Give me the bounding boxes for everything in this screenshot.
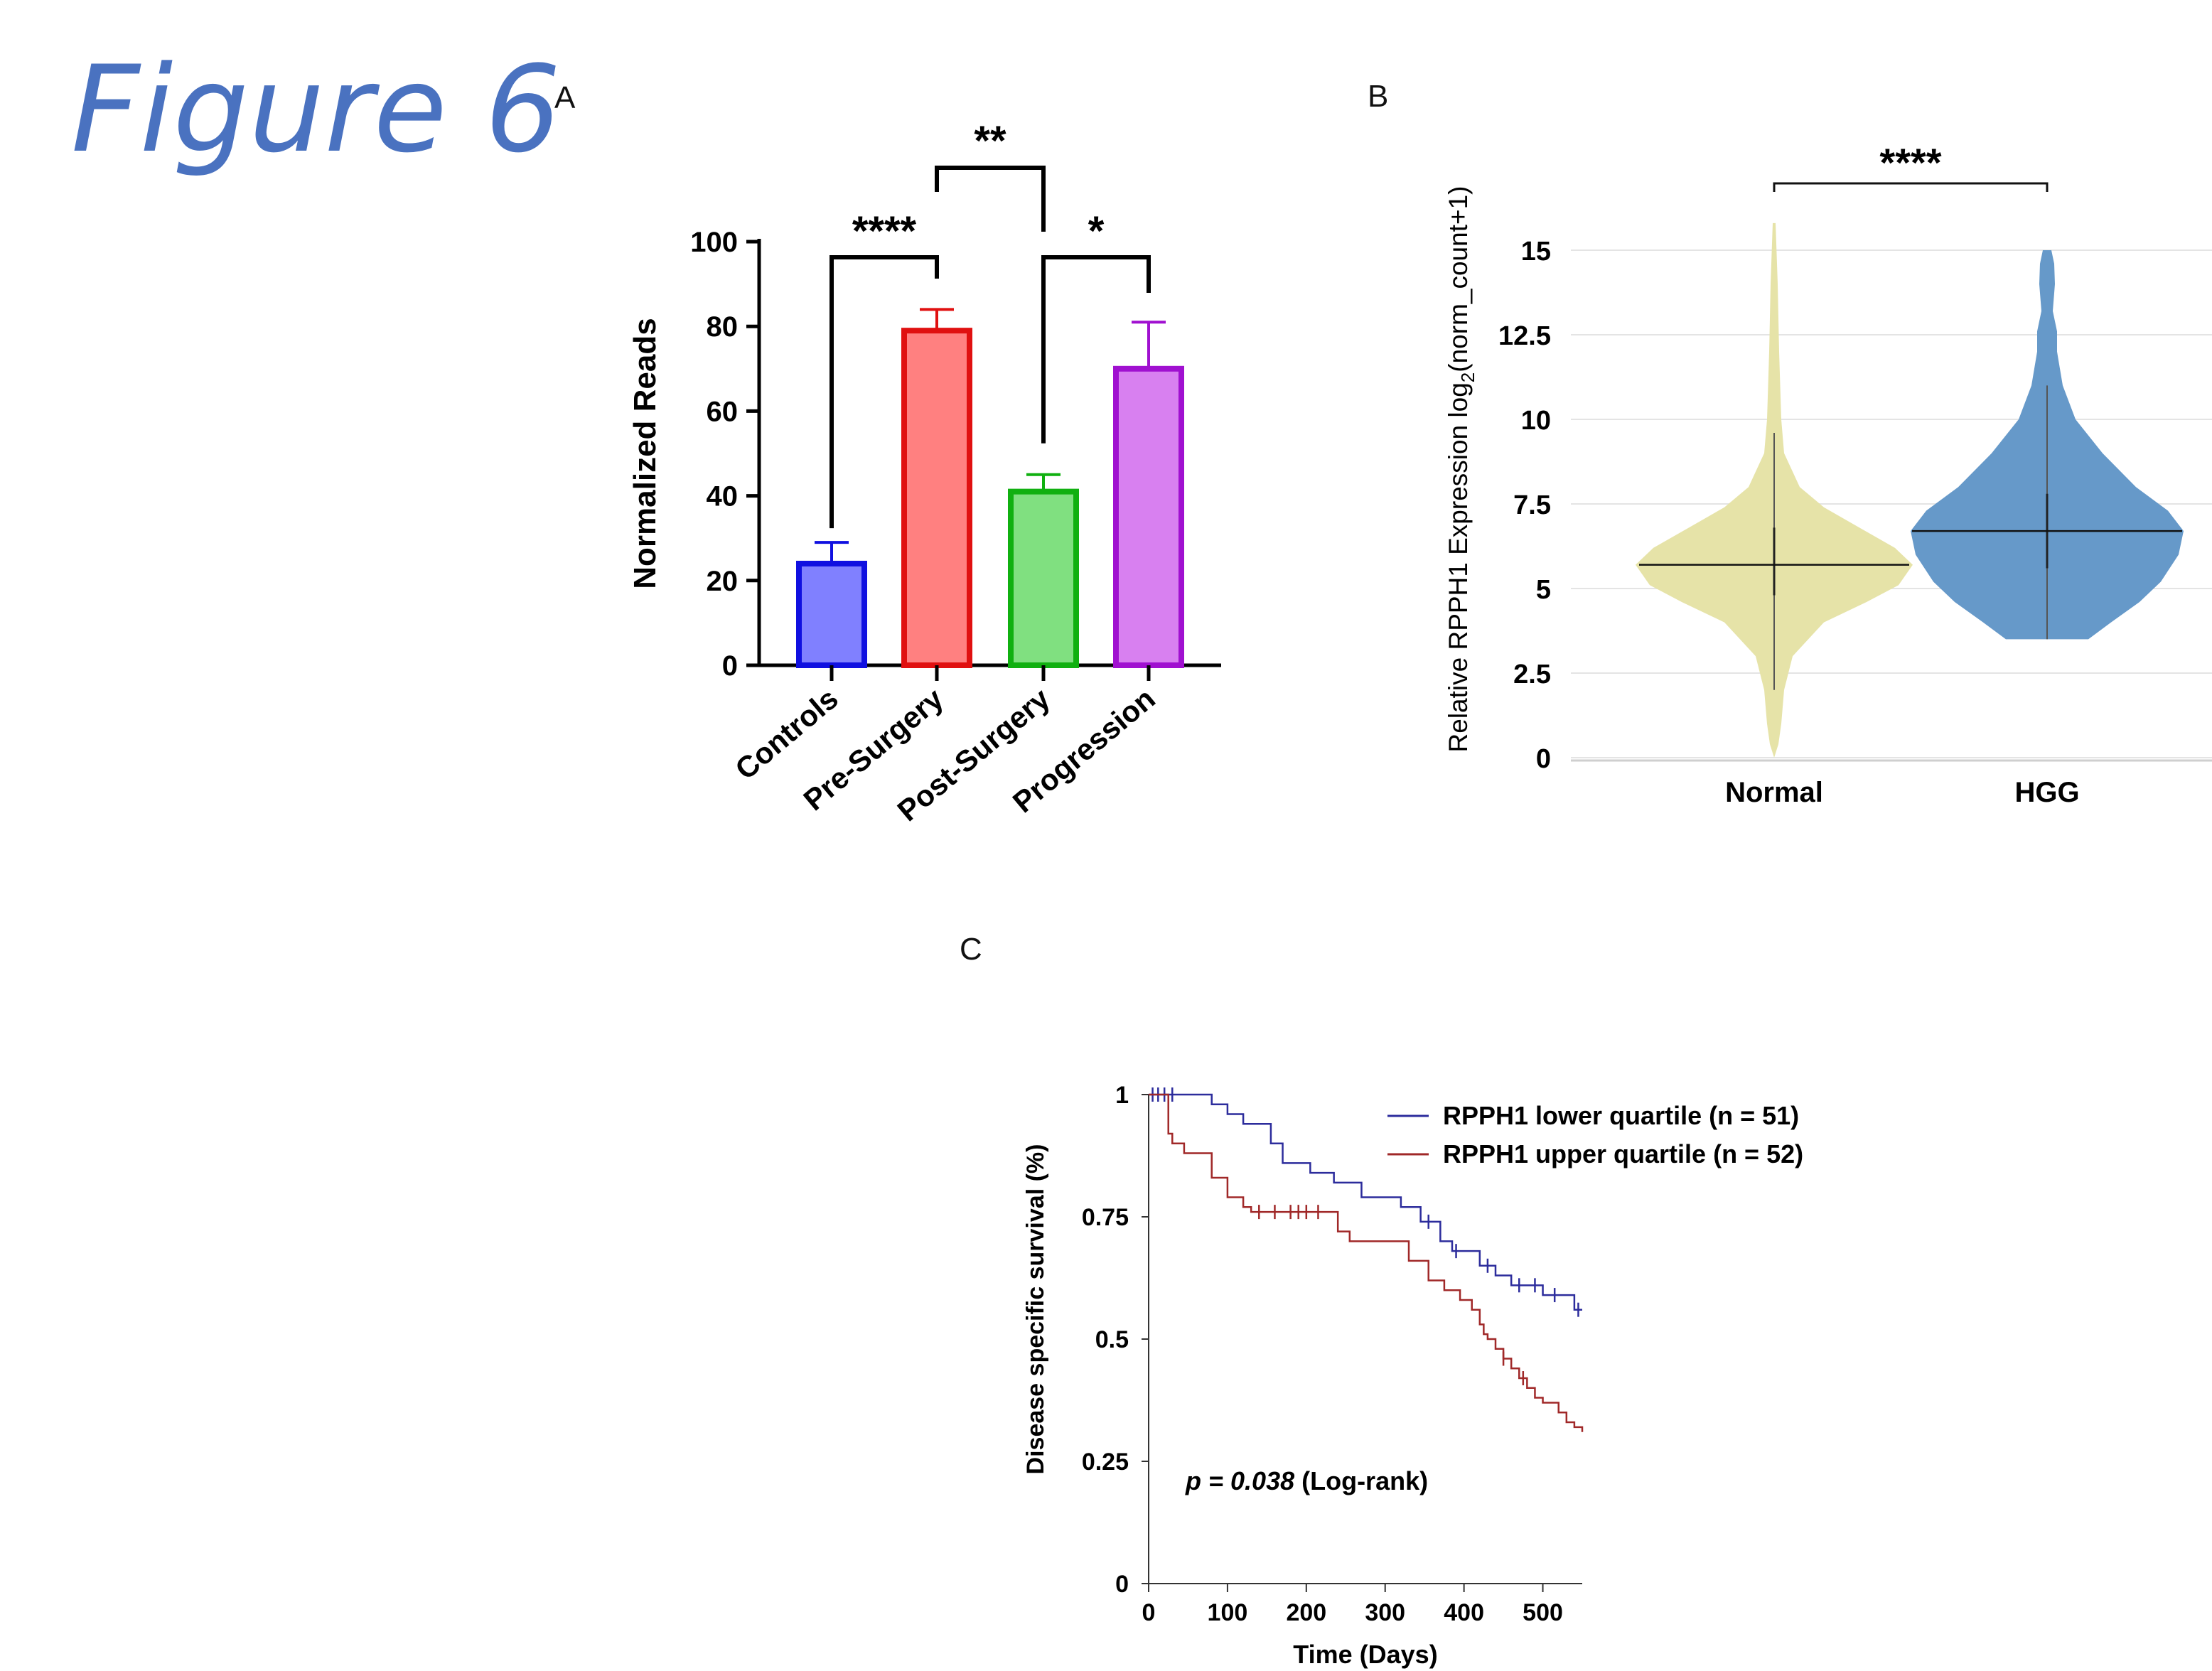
panel-c-survival-chart: 0 0.25 0.5 0.75 1 0 100 200 300 400 500 Disease spe… [1022,1082,1803,1669]
panel-letter-b: B [1368,79,1388,114]
y-tick-label-1: 2.5 [1513,660,1551,689]
y-tick-label-4: 10 [1521,406,1551,436]
km-curve-lower-quartile [1149,1093,1582,1311]
x-tick-label-hgg: HGG [2014,777,2079,808]
bar-controls [796,560,867,669]
y-tick-label-60: 60 [707,396,739,427]
y-tick-label-6: 15 [1521,237,1551,267]
x-tick-label-400: 400 [1444,1599,1484,1626]
sig-label-post-surgery-progression: * [1088,208,1105,254]
panel-b-violin-chart: 0 2.5 5 7.5 10 12.5 15 Relative RPPH1 Expressio… [1444,140,2212,808]
y-tick-label-3: 7.5 [1513,490,1551,520]
p-value-annotation: p = 0.038 (Log-rank) [1185,1466,1428,1495]
panel-letter-a: A [554,80,576,115]
y-tick-label-2: 5 [1536,575,1551,605]
x-tick-label-0: 0 [1142,1599,1156,1626]
legend-label-0: RPPH1 lower quartile (n = 51) [1443,1101,1799,1130]
x-tick-label-normal: Normal [1725,777,1823,808]
y-tick-label-40: 40 [707,481,739,512]
y-axis-label: Normalized Reads [628,318,662,589]
sig-label-normal-hgg: **** [1879,140,1941,185]
km-curve-upper-quartile [1149,1093,1584,1432]
sig-bracket-normal-hgg [1773,182,2049,192]
y-tick-label-0: 0 [1115,1571,1129,1598]
x-tick-label-100: 100 [1208,1599,1248,1626]
bar-post-surgery [1008,488,1079,669]
y-tick-label-5: 12.5 [1498,321,1551,351]
y-axis-label: Disease specific survival (%) [1022,1144,1049,1475]
sig-label-controls-pre-surgery: **** [852,208,917,254]
x-axis-label: Time (Days) [1293,1640,1437,1669]
y-tick-label-3: 0.75 [1082,1204,1129,1231]
sig-bracket-post-surgery-progression [1041,255,1151,444]
y-tick-label-100: 100 [690,227,738,258]
y-tick-label-0: 0 [722,650,738,682]
y-tick-label-20: 20 [707,566,739,597]
y-tick-label-2: 0.5 [1095,1326,1129,1353]
figure-title: Figure 6 [71,40,561,179]
sig-label-pre-post-surgery: ** [974,118,1006,164]
legend-label-1: RPPH1 upper quartile (n = 52) [1443,1139,1803,1168]
sig-bracket-controls-pre-surgery [830,255,939,529]
y-tick-label-0: 0 [1536,744,1551,774]
y-tick-label-80: 80 [707,311,739,343]
bar-pre-surgery [901,328,972,668]
x-tick-label-500: 500 [1523,1599,1563,1626]
y-tick-label-4: 1 [1115,1082,1129,1109]
y-tick-label-1: 0.25 [1082,1449,1129,1476]
y-axis-label: Relative RPPH1 Expression log2(norm_coun… [1444,186,1478,753]
panel-letter-c: C [960,932,982,967]
x-tick-label-200: 200 [1286,1599,1326,1626]
bar-progression [1113,365,1184,668]
sig-bracket-pre-post-surgery [935,166,1046,232]
x-tick-label-300: 300 [1365,1599,1405,1626]
